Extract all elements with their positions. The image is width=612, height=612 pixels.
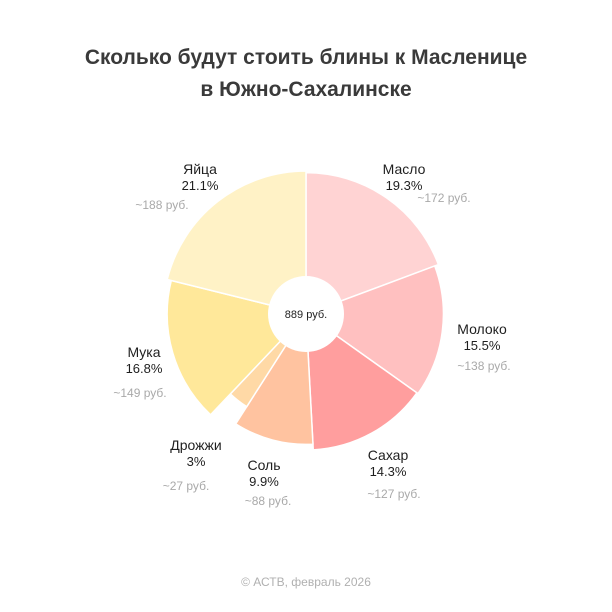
slice-name-label-4: Соль — [247, 457, 280, 473]
pie-slice-2 — [305, 265, 445, 395]
slice-cost-label-4: ~88 руб. — [245, 494, 292, 508]
slice-name-label-5: Дрожжи — [170, 437, 221, 453]
slice-cost-label-5: ~27 руб. — [163, 479, 210, 493]
slice-cost-label-7: ~188 руб. — [135, 198, 188, 212]
slice-percent-label-5: 3% — [187, 454, 206, 469]
slice-cost-label-6: ~149 руб. — [113, 386, 166, 400]
slice-cost-label-1: ~172 руб. — [417, 191, 470, 205]
slice-percent-label-2: 15.5% — [464, 338, 501, 353]
slice-name-label-3: Сахар — [368, 447, 409, 463]
chart-title: Сколько будут стоить блины к Масленице в… — [0, 42, 612, 106]
pie-slice-3 — [305, 313, 418, 451]
slice-percent-label-3: 14.3% — [370, 464, 407, 479]
copyright-footer: © АСТВ, февраль 2026 — [241, 575, 371, 589]
chart-title-line-1: Сколько будут стоить блины к Масленице — [84, 46, 528, 69]
center-total-label: 889 руб. — [285, 309, 327, 321]
donut-hole — [268, 276, 344, 352]
pie-slice-1 — [305, 171, 440, 315]
slice-name-label-2: Молоко — [457, 321, 507, 337]
slice-name-label-1: Масло — [383, 161, 426, 177]
slice-percent-label-1: 19.3% — [386, 178, 423, 193]
chart-title-line-2: в Южно-Сахалинске — [200, 78, 412, 101]
slice-cost-label-3: ~127 руб. — [367, 487, 420, 501]
slice-cost-label-2: ~138 руб. — [457, 359, 510, 373]
slice-percent-label-6: 16.8% — [126, 361, 163, 376]
slice-percent-label-4: 9.9% — [249, 474, 279, 489]
slice-name-label-6: Мука — [127, 344, 160, 360]
slice-percent-label-7: 21.1% — [182, 178, 219, 193]
slice-name-label-7: Яйца — [183, 161, 217, 177]
pie-slice-7 — [166, 170, 307, 315]
